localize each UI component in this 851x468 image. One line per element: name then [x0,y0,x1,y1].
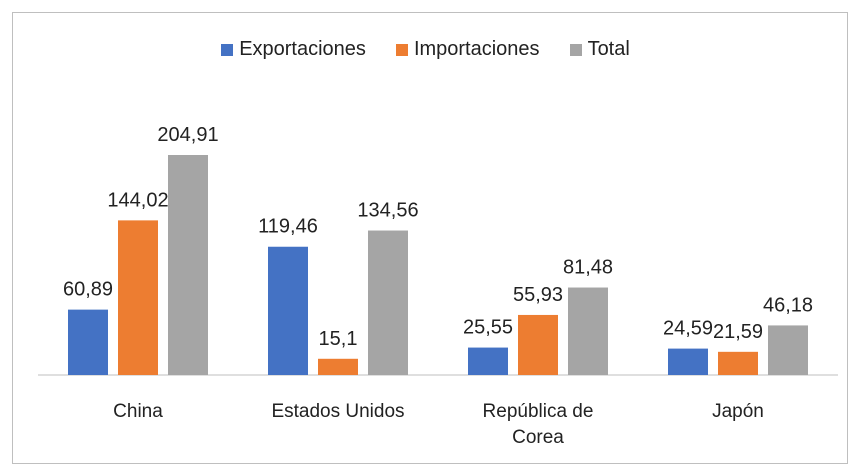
bar [168,155,208,375]
bar [468,347,508,375]
legend-item: Total [569,38,630,61]
bar [718,351,758,375]
legend-label: Importaciones [413,38,540,60]
x-tick-label: Japón [712,401,764,422]
value-label: 46,18 [763,294,813,316]
x-tick-label: República de Corea [482,401,594,448]
bar [318,358,358,375]
legend-item: Importaciones [395,38,540,61]
x-tick-label: Estados Unidos [271,401,405,422]
bar [268,246,308,375]
value-label: 25,55 [463,317,513,339]
bar [668,348,708,375]
x-tick-label: China [113,401,163,422]
legend-label: Total [587,38,630,60]
value-label: 15,1 [319,328,358,350]
value-label: 119,46 [258,216,318,238]
bar [68,309,108,375]
value-label: 21,59 [713,321,763,343]
value-label: 144,02 [107,189,168,211]
value-label: 60,89 [63,279,113,301]
legend-swatch [569,43,582,56]
legend-item: Exportaciones [221,38,366,61]
value-label: 204,91 [157,124,218,146]
legend-label: Exportaciones [239,38,366,60]
bar [118,220,158,375]
value-label: 81,48 [563,257,613,279]
value-label: 24,59 [663,318,713,340]
bar [518,314,558,375]
bar [568,287,608,375]
bar [768,325,808,375]
bar [368,230,408,375]
chart-frame [12,12,848,464]
value-label: 55,93 [513,284,563,306]
value-label: 134,56 [357,200,418,222]
legend-swatch [395,43,408,56]
legend-swatch [221,43,234,56]
legend: Exportaciones Importaciones Total [0,38,851,61]
